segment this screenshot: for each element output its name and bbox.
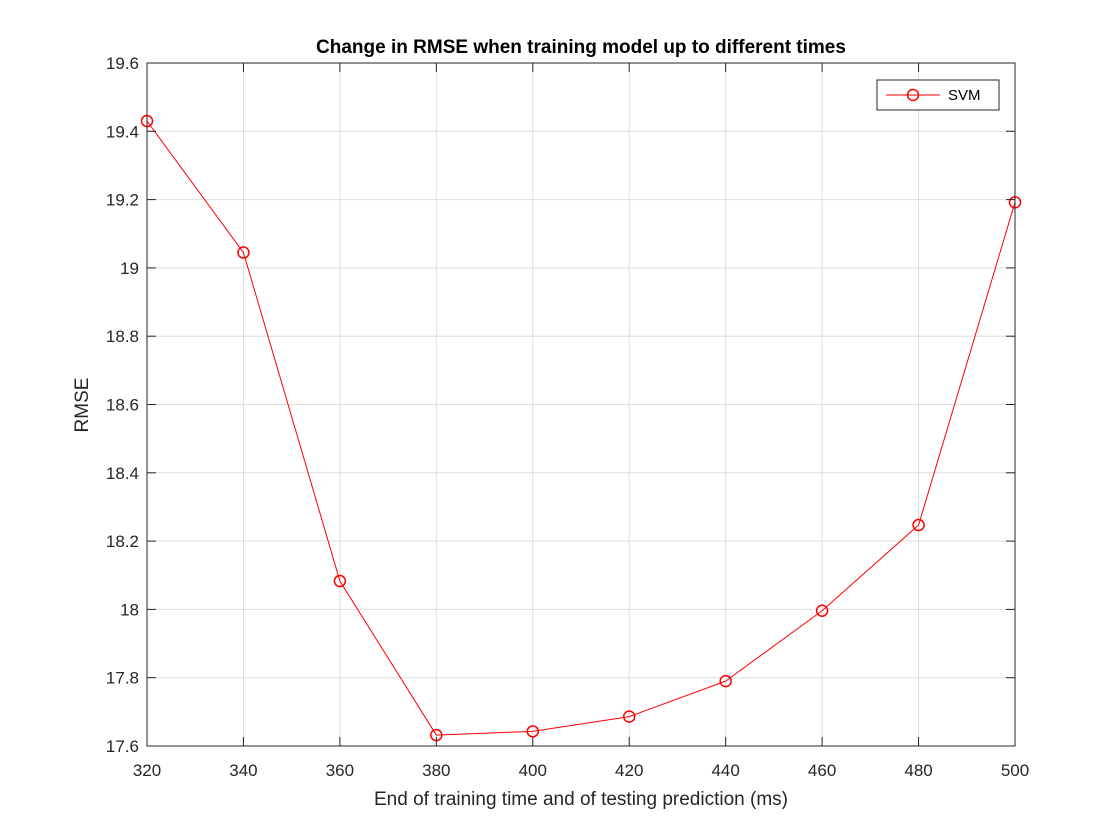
x-tick-labels: 320 340 360 380 400 420 440 460 480 500 — [133, 761, 1029, 780]
x-tick-label: 340 — [229, 761, 257, 780]
tick-marks — [146, 62, 1016, 747]
x-tick-label: 380 — [422, 761, 450, 780]
y-tick-label: 18.6 — [106, 396, 139, 415]
y-tick-label: 19.4 — [106, 122, 139, 141]
y-tick-label: 17.6 — [106, 737, 139, 756]
x-tick-label: 400 — [519, 761, 547, 780]
y-tick-label: 18.4 — [106, 464, 139, 483]
y-tick-label: 18.2 — [106, 532, 139, 551]
x-tick-label: 420 — [615, 761, 643, 780]
x-tick-label: 320 — [133, 761, 161, 780]
data-point-svm — [526, 725, 540, 738]
data-point-svm — [912, 518, 925, 532]
legend-marker-svm — [906, 88, 920, 102]
series-line-svm — [146, 120, 1016, 736]
data-point-svm — [815, 604, 829, 618]
x-axis-label: End of training time and of testing pred… — [374, 789, 788, 810]
x-tick-label: 360 — [326, 761, 354, 780]
legend: SVM — [876, 79, 1000, 111]
x-tick-label: 460 — [808, 761, 836, 780]
legend-label-svm: SVM — [948, 87, 981, 104]
y-tick-label: 19 — [120, 259, 139, 278]
chart-title: Change in RMSE when training model up to… — [316, 37, 846, 58]
data-point-svm — [719, 674, 732, 688]
y-tick-label: 19.6 — [106, 54, 139, 73]
y-tick-labels: 17.6 17.8 18 18.2 18.4 18.6 18.8 19 19.2 19.4 19.6 — [106, 54, 139, 756]
x-tick-label: 440 — [711, 761, 739, 780]
y-tick-label: 19.2 — [106, 191, 139, 210]
y-tick-label: 18.8 — [106, 327, 139, 346]
grid-lines — [146, 62, 1016, 747]
x-tick-label: 480 — [904, 761, 932, 780]
data-point-svm — [237, 246, 250, 259]
data-point-svm — [333, 574, 347, 588]
y-tick-label: 18 — [120, 600, 139, 619]
data-point-svm — [622, 710, 636, 723]
y-tick-label: 17.8 — [106, 669, 139, 688]
y-axis-label: RMSE — [72, 378, 93, 433]
x-tick-label: 500 — [1001, 761, 1029, 780]
